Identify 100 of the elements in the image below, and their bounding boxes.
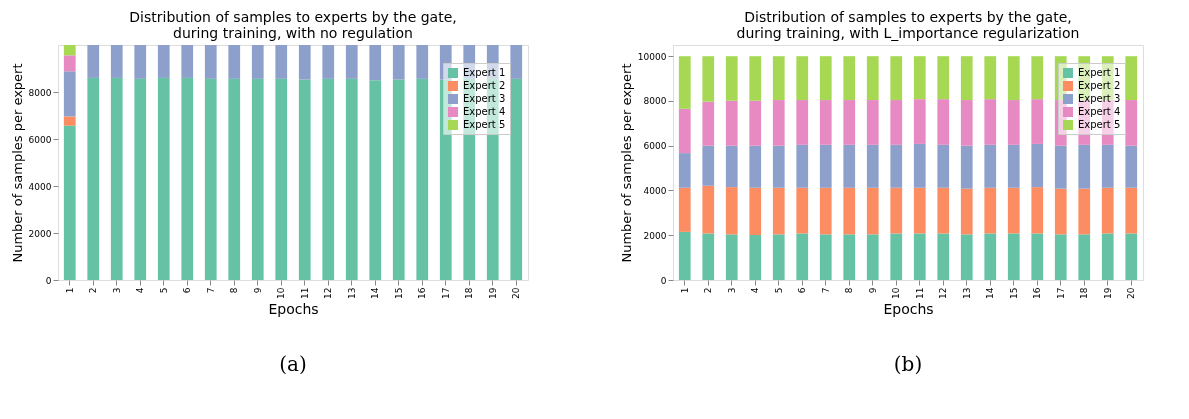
y-tick-label: 2000 [28, 228, 52, 239]
bar [369, 45, 382, 81]
text: (a) [279, 352, 307, 376]
x-tick-label: 3 [726, 287, 737, 294]
bar [772, 234, 785, 280]
bar [416, 45, 429, 79]
x-tick-label: 20 [1126, 287, 1137, 299]
y-tick-label: 8000 [28, 87, 52, 98]
y-tick-label: 2000 [643, 230, 667, 241]
bar [843, 100, 856, 145]
x-tick-label: 14 [370, 287, 381, 299]
bar [866, 56, 879, 101]
bar [843, 234, 856, 280]
x-tick-label: 12 [323, 287, 334, 299]
bar [772, 100, 785, 146]
bar [63, 45, 76, 56]
bar [772, 56, 785, 101]
bar [749, 187, 762, 236]
x-tick-label: 16 [417, 287, 428, 299]
bar [63, 71, 76, 117]
bar [749, 56, 762, 101]
bar [1125, 233, 1138, 280]
x-tick-label: 10 [276, 287, 287, 299]
bar [1125, 145, 1138, 188]
x-tick-label: 4 [750, 287, 761, 294]
bar [1054, 234, 1067, 280]
x-tick-label: 8 [844, 287, 855, 294]
y-tick-label: 4000 [643, 185, 667, 196]
text: (b) [893, 352, 923, 376]
bar [819, 234, 832, 280]
legend-label: Expert 5 [1078, 119, 1121, 130]
bar [1007, 233, 1020, 280]
bar [1031, 56, 1044, 100]
bar [984, 187, 997, 234]
bar [63, 116, 76, 126]
chart-title: Distribution of samples to experts by the gate, during training, with no regulation [129, 9, 457, 41]
x-tick-label: 13 [961, 287, 972, 299]
bar [749, 235, 762, 280]
bar [702, 101, 715, 146]
x-tick-label: 2 [88, 287, 99, 294]
bar [960, 145, 973, 189]
bar [228, 78, 241, 280]
x-axis-title: Epochs [268, 300, 319, 317]
legend-label: Expert 2 [463, 80, 506, 91]
y-tick-label: 0 [660, 275, 667, 286]
bar [110, 45, 123, 78]
bar [937, 187, 950, 234]
y-tick-label: 6000 [643, 141, 667, 152]
bar [725, 56, 738, 101]
y-tick-label: 8000 [643, 96, 667, 107]
x-tick-label: 17 [1055, 287, 1066, 299]
bar [1007, 144, 1020, 188]
bar [725, 234, 738, 280]
bar [345, 45, 358, 79]
bar [960, 234, 973, 280]
bar [439, 79, 452, 280]
legend-label: Expert 2 [1078, 80, 1121, 91]
chart-title: Distribution of samples to experts by the gate, during training, with L_importance regularization [736, 9, 1080, 41]
bar [702, 145, 715, 186]
x-tick-label: 5 [158, 287, 169, 294]
bar [181, 77, 194, 280]
y-tick-label: 4000 [28, 181, 52, 192]
x-tick-label: 11 [914, 287, 925, 299]
bar [796, 100, 809, 145]
bar [1007, 56, 1020, 101]
x-tick-label: 6 [797, 287, 808, 294]
bar [204, 78, 217, 280]
bar [984, 233, 997, 280]
x-tick-label: 16 [1032, 287, 1043, 299]
legend-label: Expert 5 [463, 119, 506, 130]
bar [157, 77, 170, 280]
bar [772, 187, 785, 235]
x-tick-label: 10 [891, 287, 902, 299]
bar [1078, 188, 1091, 235]
bar [819, 144, 832, 188]
y-axis-title: Number of samples per expert [9, 63, 25, 263]
bar [322, 45, 335, 79]
bar [749, 100, 762, 146]
legend-label: Expert 1 [1078, 67, 1121, 78]
x-tick-label: 18 [464, 287, 475, 299]
bar [345, 78, 358, 280]
bar [984, 56, 997, 100]
bar [960, 188, 973, 235]
x-tick-label: 7 [820, 287, 831, 294]
bar [913, 56, 926, 100]
bar [1054, 145, 1067, 189]
x-tick-label: 15 [393, 287, 404, 299]
bar [984, 144, 997, 188]
bar [913, 99, 926, 144]
bar [866, 100, 879, 145]
bar [1031, 143, 1044, 188]
bar [866, 144, 879, 188]
y-axis-title: Number of samples per expert [618, 63, 634, 263]
bar [702, 185, 715, 234]
x-tick-label: 7 [205, 287, 216, 294]
bar [890, 187, 903, 234]
bar [1031, 99, 1044, 144]
bar [890, 100, 903, 145]
bar [1125, 100, 1138, 146]
bar [772, 145, 785, 188]
